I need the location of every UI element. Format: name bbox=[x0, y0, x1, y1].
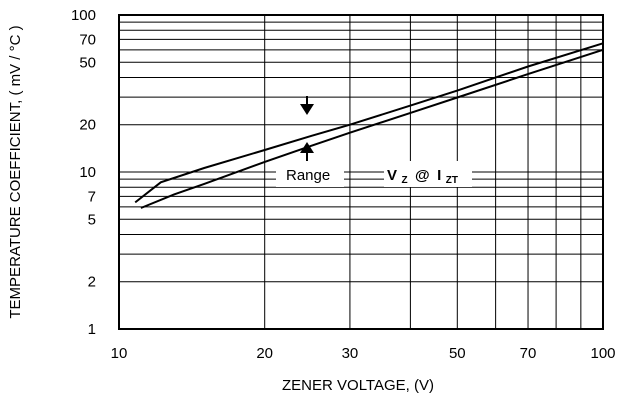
x-tick-label: 30 bbox=[342, 345, 359, 362]
y-tick-label: 2 bbox=[88, 274, 96, 291]
x-tick-label: 100 bbox=[590, 345, 615, 362]
vz-main: V bbox=[387, 167, 397, 184]
x-tick-label: 20 bbox=[256, 345, 273, 362]
y-tick-label: 5 bbox=[88, 211, 96, 228]
izt-main: I bbox=[437, 167, 441, 184]
at-sign: @ bbox=[415, 167, 430, 184]
y-tick-label: 10 bbox=[79, 164, 96, 181]
x-tick-label: 50 bbox=[449, 345, 466, 362]
x-tick-label: 10 bbox=[111, 345, 128, 362]
x-tick-label: 70 bbox=[520, 345, 537, 362]
y-tick-label: 70 bbox=[79, 31, 96, 48]
range-label-bg bbox=[276, 161, 344, 187]
annotations: Range V Z @ I ZT bbox=[276, 96, 472, 187]
y-tick-labels: 1 2 5 7 10 20 50 70 100 bbox=[71, 7, 96, 338]
izt-sub: ZT bbox=[446, 175, 458, 186]
y-tick-label: 50 bbox=[79, 54, 96, 71]
x-tick-labels: 10 20 30 50 70 100 bbox=[111, 345, 616, 362]
series-line-1 bbox=[134, 42, 604, 204]
vz-label-bg bbox=[384, 161, 472, 187]
plot-frame bbox=[118, 14, 604, 330]
y-axis-label: TEMPERATURE COEFFICIENT, ( mV / °C ) bbox=[7, 25, 24, 318]
y-tick-label: 20 bbox=[79, 117, 96, 134]
series-group bbox=[134, 42, 604, 209]
y-tick-label: 1 bbox=[88, 321, 96, 338]
vz-sub: Z bbox=[401, 175, 407, 186]
series-line-2 bbox=[140, 48, 604, 209]
y-tick-label: 100 bbox=[71, 7, 96, 24]
range-arrow-up-icon bbox=[300, 142, 314, 161]
range-label: Range bbox=[286, 167, 330, 184]
range-arrow-down-icon bbox=[300, 96, 314, 115]
vz-label: V Z @ I ZT bbox=[387, 167, 458, 187]
y-tick-label: 7 bbox=[88, 188, 96, 205]
x-axis-label: ZENER VOLTAGE, (V) bbox=[282, 377, 434, 394]
